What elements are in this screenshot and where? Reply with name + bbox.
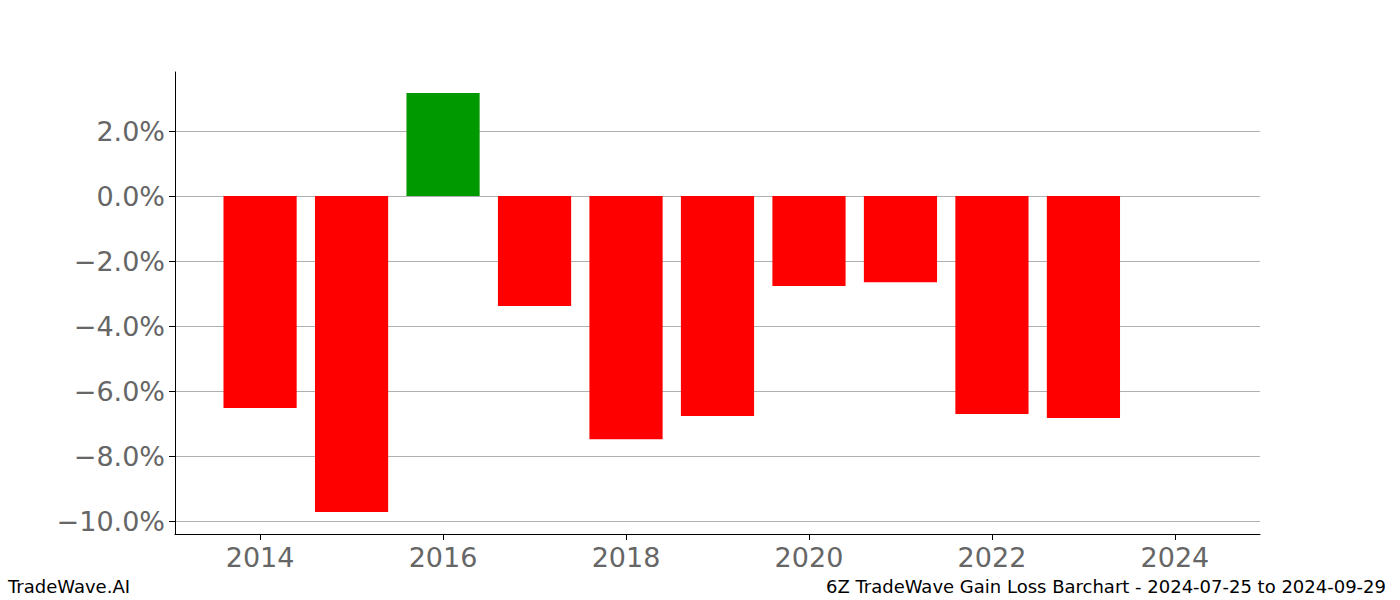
svg-text:−4.0%: −4.0% <box>74 311 165 342</box>
svg-text:2016: 2016 <box>409 542 478 573</box>
svg-text:−8.0%: −8.0% <box>74 441 165 472</box>
svg-text:2024: 2024 <box>1141 542 1210 573</box>
svg-text:TradeWave.AI: TradeWave.AI <box>7 576 130 597</box>
svg-text:2018: 2018 <box>592 542 661 573</box>
svg-text:−2.0%: −2.0% <box>74 246 165 277</box>
svg-text:2022: 2022 <box>958 542 1027 573</box>
svg-text:−10.0%: −10.0% <box>57 506 165 537</box>
svg-text:2020: 2020 <box>775 542 844 573</box>
svg-text:−6.0%: −6.0% <box>74 376 165 407</box>
svg-text:6Z TradeWave Gain Loss Barchar: 6Z TradeWave Gain Loss Barchart - 2024-0… <box>826 576 1386 597</box>
svg-text:2.0%: 2.0% <box>96 116 165 147</box>
svg-text:2014: 2014 <box>226 542 295 573</box>
svg-text:0.0%: 0.0% <box>96 181 165 212</box>
